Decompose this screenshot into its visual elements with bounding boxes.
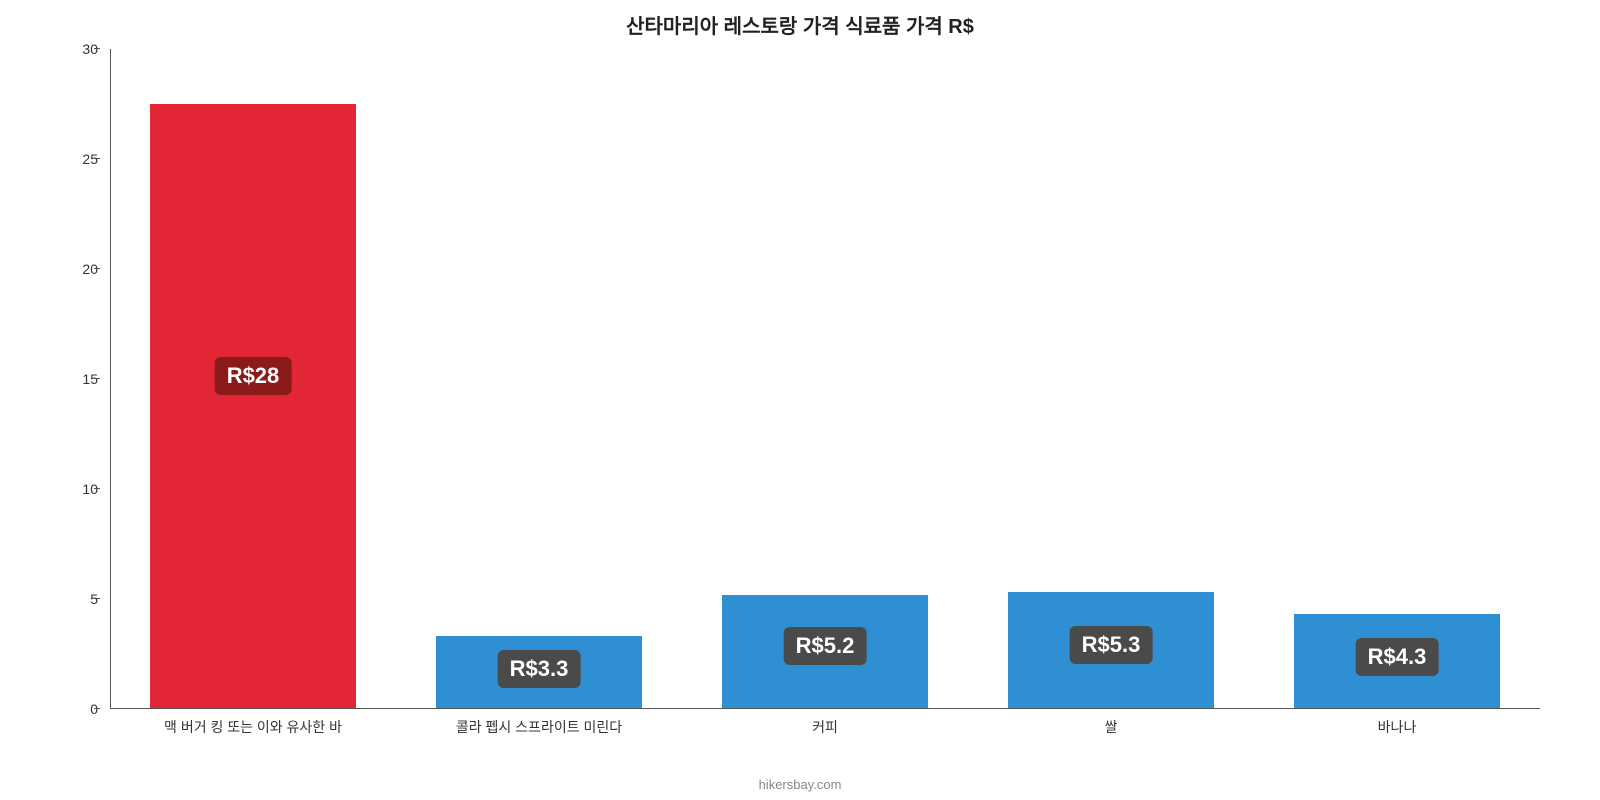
y-tick-label: 5	[90, 591, 98, 607]
x-axis-label: 맥 버거 킹 또는 이와 유사한 바	[164, 717, 342, 737]
y-tick-label: 10	[82, 481, 98, 497]
bar-slot: R$5.3	[1008, 49, 1214, 709]
y-tick-label: 15	[82, 371, 98, 387]
value-badge: R$4.3	[1356, 638, 1439, 676]
bar-slot: R$4.3	[1294, 49, 1500, 709]
y-tick-mark	[94, 488, 100, 489]
y-tick-mark	[94, 158, 100, 159]
x-axis-labels: 맥 버거 킹 또는 이와 유사한 바 콜라 펩시 스프라이트 미린다 커피 쌀 바나나	[110, 709, 1540, 749]
y-tick-mark	[94, 378, 100, 379]
chart-container: 산타마리아 레스토랑 가격 식료품 가격 R$ 0 5 10 15 20 25 30 R$2…	[0, 0, 1600, 800]
x-axis-label: 커피	[812, 717, 838, 737]
bars-region: R$28 R$3.3 R$5.2 R$5.3 R$4.3	[110, 49, 1540, 709]
y-tick-mark	[94, 48, 100, 49]
y-tick-label: 30	[82, 41, 98, 57]
y-tick-mark	[94, 708, 100, 709]
x-axis-label: 바나나	[1378, 717, 1417, 737]
y-tick-label: 25	[82, 151, 98, 167]
x-axis-label: 쌀	[1105, 717, 1118, 737]
bar-slot: R$28	[150, 49, 356, 709]
y-axis: 051015202530	[70, 49, 110, 709]
footer-credit: hikersbay.com	[0, 777, 1600, 792]
y-tick-label: 0	[90, 701, 98, 717]
y-tick-mark	[94, 598, 100, 599]
x-axis-label: 콜라 펩시 스프라이트 미린다	[456, 717, 622, 737]
value-badge: R$5.2	[784, 627, 867, 665]
value-badge: R$28	[215, 357, 292, 395]
bar	[150, 104, 356, 709]
bar-slot: R$3.3	[436, 49, 642, 709]
value-badge: R$3.3	[498, 650, 581, 688]
y-tick-mark	[94, 268, 100, 269]
value-badge: R$5.3	[1070, 626, 1153, 664]
y-tick-label: 20	[82, 261, 98, 277]
plot-area: 051015202530 R$28R$3.3R$5.2R$5.3R$4.3 맥 …	[80, 49, 1540, 709]
chart-title: 산타마리아 레스토랑 가격 식료품 가격 R$	[40, 10, 1560, 39]
bar-slot: R$5.2	[722, 49, 928, 709]
